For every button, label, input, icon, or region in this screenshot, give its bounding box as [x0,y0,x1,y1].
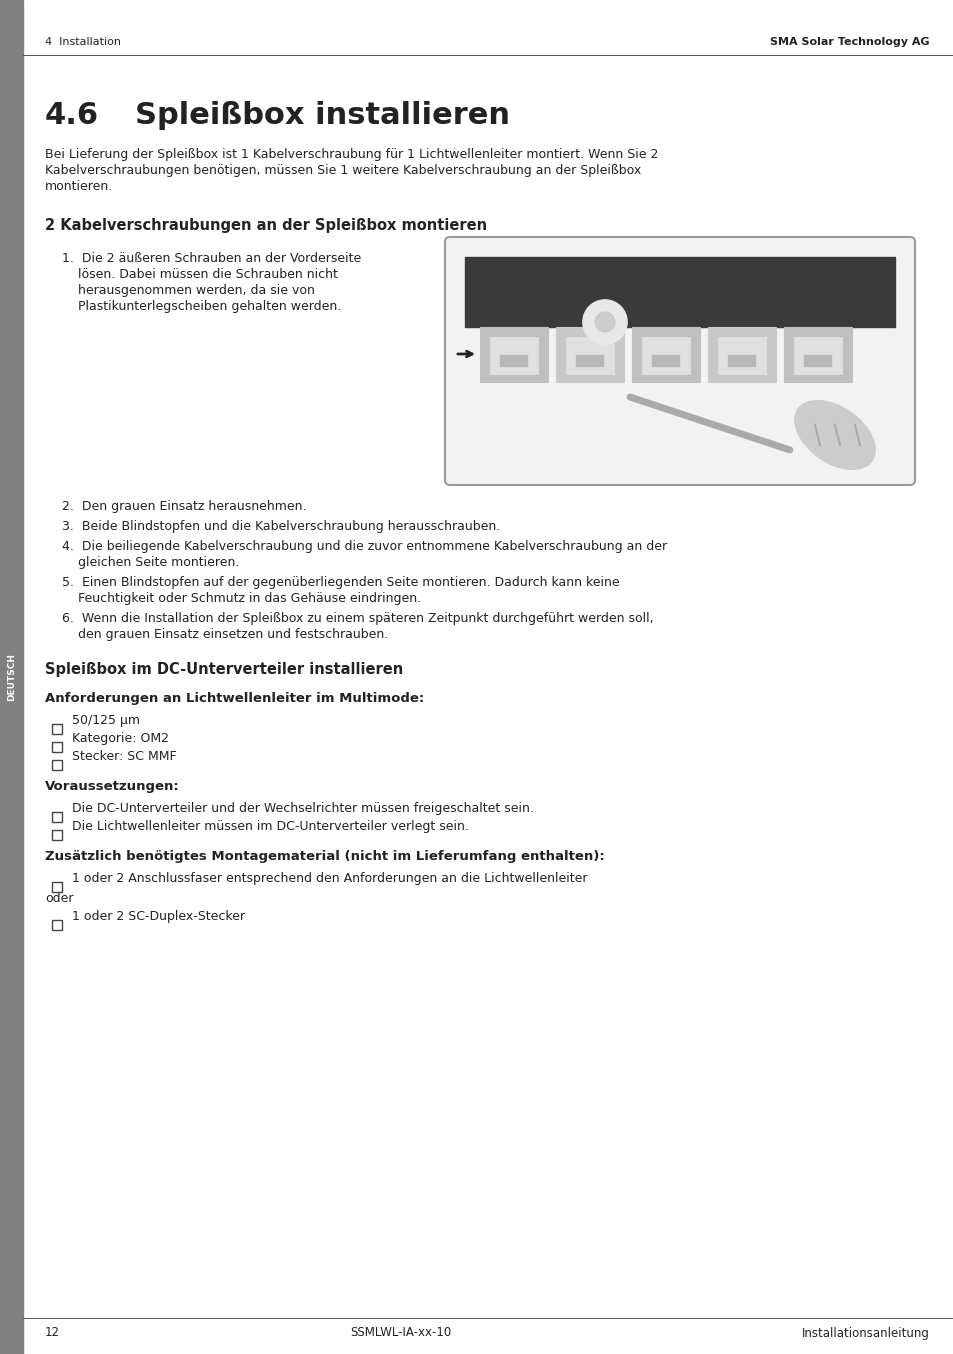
Bar [52,724,62,734]
Ellipse shape [794,401,874,470]
Bar [52,812,62,822]
Text: montieren.: montieren. [45,180,113,194]
Text: Zusätzlich benötigtes Montagematerial (nicht im Lieferumfang enthalten):: Zusätzlich benötigtes Montagematerial (n… [45,850,604,862]
Text: 5.  Einen Blindstopfen auf der gegenüberliegenden Seite montieren. Dadurch kann : 5. Einen Blindstopfen auf der gegenüberl… [62,575,619,589]
Bar [479,328,547,382]
Bar [556,328,623,382]
Text: Spleißbox installieren: Spleißbox installieren [135,100,510,130]
Bar [803,355,831,367]
Text: Plastikunterlegscheiben gehalten werden.: Plastikunterlegscheiben gehalten werden. [62,301,341,313]
Text: gleichen Seite montieren.: gleichen Seite montieren. [62,556,239,569]
Bar [52,760,62,770]
Text: Anforderungen an Lichtwellenleiter im Multimode:: Anforderungen an Lichtwellenleiter im Mu… [45,692,424,705]
Text: SSMLWL-IA-xx-10: SSMLWL-IA-xx-10 [350,1327,451,1339]
Text: herausgenommen werden, da sie von: herausgenommen werden, da sie von [62,284,314,297]
Text: Die Lichtwellenleiter müssen im DC-Unterverteiler verlegt sein.: Die Lichtwellenleiter müssen im DC-Unter… [71,821,468,833]
Bar [631,328,700,382]
Bar [52,742,62,751]
Bar [464,257,894,328]
Text: Bei Lieferung der Spleißbox ist 1 Kabelverschraubung für 1 Lichtwellenleiter mon: Bei Lieferung der Spleißbox ist 1 Kabelv… [45,148,658,161]
Circle shape [595,311,615,332]
Text: 4.  Die beiliegende Kabelverschraubung und die zuvor entnommene Kabelverschraubu: 4. Die beiliegende Kabelverschraubung un… [62,540,666,552]
Text: 1 oder 2 Anschlussfaser entsprechend den Anforderungen an die Lichtwellenleiter: 1 oder 2 Anschlussfaser entsprechend den… [71,872,587,886]
Text: Installationsanleitung: Installationsanleitung [801,1327,929,1339]
Text: Spleißbox im DC-Unterverteiler installieren: Spleißbox im DC-Unterverteiler installie… [45,662,403,677]
Text: lösen. Dabei müssen die Schrauben nicht: lösen. Dabei müssen die Schrauben nicht [62,268,337,282]
Text: Die DC-Unterverteiler und der Wechselrichter müssen freigeschaltet sein.: Die DC-Unterverteiler und der Wechselric… [71,802,534,815]
Text: 2.  Den grauen Einsatz herausnehmen.: 2. Den grauen Einsatz herausnehmen. [62,500,306,513]
Text: den grauen Einsatz einsetzen und festschrauben.: den grauen Einsatz einsetzen und festsch… [62,628,388,640]
Bar [565,337,614,374]
Text: Kabelverschraubungen benötigen, müssen Sie 1 weitere Kabelverschraubung an der S: Kabelverschraubungen benötigen, müssen S… [45,164,640,177]
FancyBboxPatch shape [444,237,914,485]
Text: Feuchtigkeit oder Schmutz in das Gehäuse eindringen.: Feuchtigkeit oder Schmutz in das Gehäuse… [62,592,420,605]
Text: 2 Kabelverschraubungen an der Spleißbox montieren: 2 Kabelverschraubungen an der Spleißbox … [45,218,487,233]
Bar [641,337,689,374]
Text: 1.  Die 2 äußeren Schrauben an der Vorderseite: 1. Die 2 äußeren Schrauben an der Vorder… [62,252,361,265]
Text: Stecker: SC MMF: Stecker: SC MMF [71,750,176,764]
Circle shape [582,301,626,344]
Text: Voraussetzungen:: Voraussetzungen: [45,780,179,793]
Bar [52,881,62,892]
Text: 12: 12 [45,1327,60,1339]
Text: DEUTSCH: DEUTSCH [7,653,16,701]
Bar [793,337,841,374]
Bar [52,830,62,839]
Bar [490,337,537,374]
Text: 4  Installation: 4 Installation [45,37,121,47]
Text: 50/125 µm: 50/125 µm [71,714,140,727]
Text: 4.6: 4.6 [45,100,99,130]
Bar [52,919,62,930]
Bar [783,328,851,382]
Text: 1 oder 2 SC-Duplex-Stecker: 1 oder 2 SC-Duplex-Stecker [71,910,245,923]
Text: SMA Solar Technology AG: SMA Solar Technology AG [770,37,929,47]
Text: 3.  Beide Blindstopfen und die Kabelverschraubung herausschrauben.: 3. Beide Blindstopfen und die Kabelversc… [62,520,499,533]
Bar [727,355,755,367]
Bar [707,328,775,382]
Bar [651,355,679,367]
Text: Kategorie: OM2: Kategorie: OM2 [71,733,169,745]
Bar [499,355,527,367]
Bar [576,355,603,367]
Text: oder: oder [45,892,73,904]
Bar [0,0,23,1354]
Text: 6.  Wenn die Installation der Spleißbox zu einem späteren Zeitpunkt durchgeführt: 6. Wenn die Installation der Spleißbox z… [62,612,653,626]
Bar [718,337,765,374]
